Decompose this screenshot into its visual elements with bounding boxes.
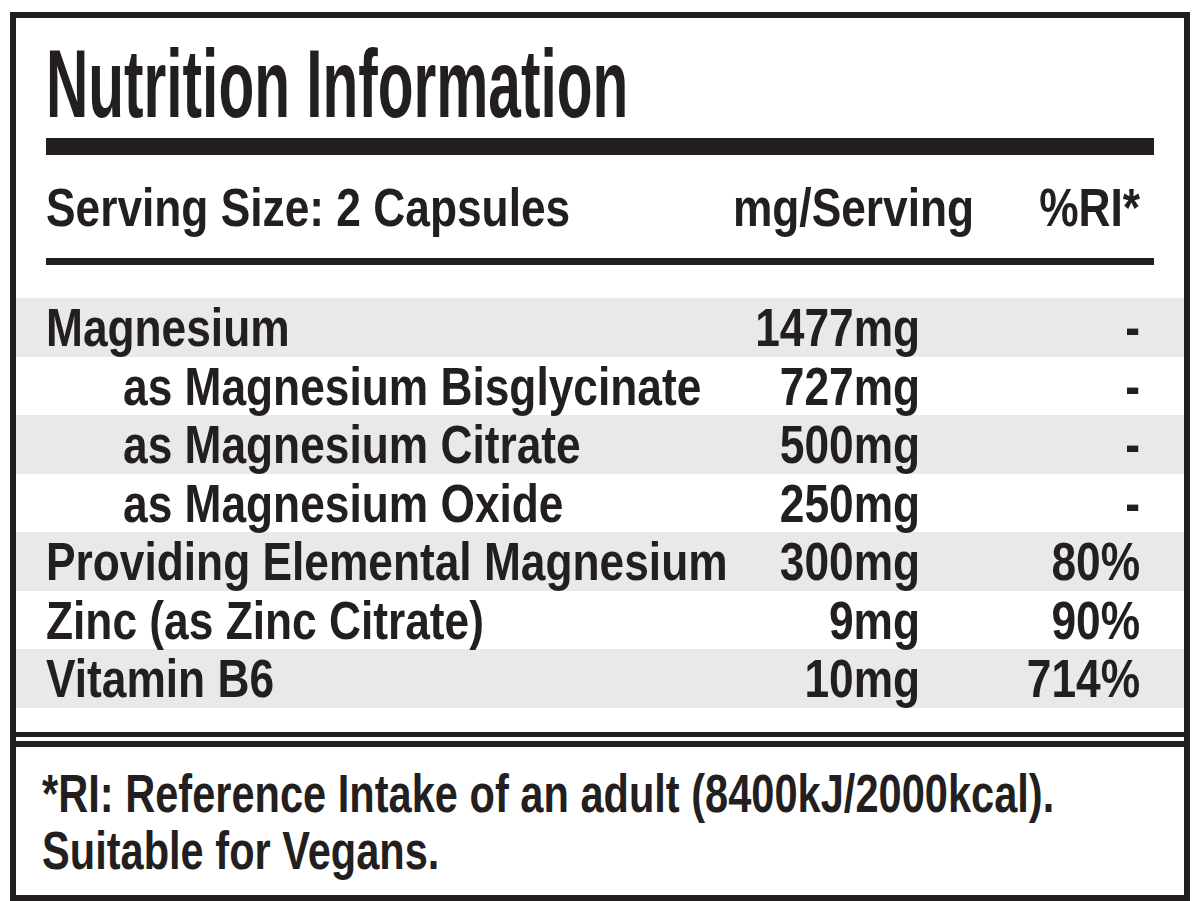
- nutrient-name-cell: as Magnesium Bisglycinate: [16, 355, 680, 417]
- nutrient-amount: 1477mg: [755, 296, 920, 358]
- nutrient-name-cell: as Magnesium Oxide: [16, 472, 680, 534]
- nutrient-ri-cell: -: [920, 296, 1184, 358]
- nutrient-table: Magnesium 1477mg - as Magnesium Bisglyci…: [16, 265, 1184, 732]
- nutrient-ri-cell: -: [920, 413, 1184, 475]
- footnote-section: *RI: Reference Intake of an adult (8400k…: [16, 741, 1184, 895]
- footnote-line: *RI: Reference Intake of an adult (8400k…: [42, 765, 1154, 822]
- nutrient-amount-cell: 1477mg: [680, 296, 920, 358]
- amount-header-cell: mg/Serving: [680, 176, 920, 238]
- nutrient-name-cell: as Magnesium Citrate: [16, 413, 680, 475]
- nutrient-row: Vitamin B6 10mg 714%: [16, 649, 1184, 708]
- page-title-text: Nutrition Information: [46, 30, 628, 138]
- ri-footnote: *RI: Reference Intake of an adult (8400k…: [42, 765, 1054, 822]
- serving-size-label: Serving Size: 2 Capsules: [46, 176, 570, 238]
- nutrition-panel: Nutrition Information Serving Size: 2 Ca…: [16, 18, 1184, 737]
- nutrient-ri-cell: 90%: [920, 589, 1184, 651]
- nutrient-name: Zinc (as Zinc Citrate): [46, 589, 484, 651]
- nutrient-ri: 714%: [1027, 647, 1140, 709]
- nutrient-name: Magnesium: [46, 296, 290, 358]
- nutrient-row: Magnesium 1477mg -: [16, 298, 1184, 357]
- nutrient-row: as Magnesium Bisglycinate 727mg -: [16, 357, 1184, 416]
- nutrient-name: Vitamin B6: [46, 647, 274, 709]
- nutrient-ri-cell: 80%: [920, 530, 1184, 592]
- nutrient-ri: -: [1125, 296, 1140, 358]
- nutrition-label: Nutrition Information Serving Size: 2 Ca…: [10, 12, 1190, 901]
- nutrient-ri-cell: -: [920, 472, 1184, 534]
- nutrient-amount: 727mg: [780, 355, 920, 417]
- nutrient-amount-cell: 10mg: [680, 647, 920, 709]
- nutrient-amount: 9mg: [829, 589, 920, 651]
- nutrient-ri: 80%: [1051, 530, 1140, 592]
- nutrient-row: as Magnesium Citrate 500mg -: [16, 415, 1184, 474]
- nutrient-amount: 10mg: [804, 647, 920, 709]
- nutrient-row: Providing Elemental Magnesium 300mg 80%: [16, 532, 1184, 591]
- nutrient-ri: 90%: [1051, 589, 1140, 651]
- serving-size-cell: Serving Size: 2 Capsules: [16, 176, 680, 238]
- nutrient-name-cell: Zinc (as Zinc Citrate): [16, 589, 680, 651]
- nutrient-name-cell: Magnesium: [16, 296, 680, 358]
- nutrient-name: as Magnesium Oxide: [123, 472, 563, 534]
- nutrient-name-cell: Providing Elemental Magnesium: [16, 530, 680, 592]
- vegan-note: Suitable for Vegans.: [42, 822, 439, 879]
- nutrient-amount-cell: 9mg: [680, 589, 920, 651]
- nutrient-ri: -: [1125, 413, 1140, 475]
- nutrient-name: as Magnesium Citrate: [123, 413, 581, 475]
- nutrient-amount-cell: 250mg: [680, 472, 920, 534]
- nutrient-amount: 250mg: [780, 472, 920, 534]
- nutrient-amount-cell: 500mg: [680, 413, 920, 475]
- footnote-line: Suitable for Vegans.: [42, 822, 1154, 879]
- nutrient-ri: -: [1125, 472, 1140, 534]
- nutrient-ri-cell: 714%: [920, 647, 1184, 709]
- table-header-row: Serving Size: 2 Capsules mg/Serving %RI*: [16, 155, 1184, 258]
- nutrient-row: as Magnesium Oxide 250mg -: [16, 474, 1184, 533]
- title-divider-bar: [46, 138, 1154, 155]
- nutrient-name-cell: Vitamin B6: [16, 647, 680, 709]
- nutrient-name: as Magnesium Bisglycinate: [123, 355, 701, 417]
- nutrient-name: Providing Elemental Magnesium: [46, 530, 728, 592]
- ri-column-header: %RI*: [1039, 176, 1140, 238]
- nutrient-row: Zinc (as Zinc Citrate) 9mg 90%: [16, 591, 1184, 650]
- page-title: Nutrition Information: [16, 18, 1184, 138]
- nutrient-ri-cell: -: [920, 355, 1184, 417]
- nutrient-amount-cell: 727mg: [680, 355, 920, 417]
- amount-column-header: mg/Serving: [733, 176, 974, 238]
- nutrient-amount: 500mg: [780, 413, 920, 475]
- nutrient-amount: 300mg: [780, 530, 920, 592]
- header-divider-rule: [46, 258, 1154, 265]
- nutrient-ri: -: [1125, 355, 1140, 417]
